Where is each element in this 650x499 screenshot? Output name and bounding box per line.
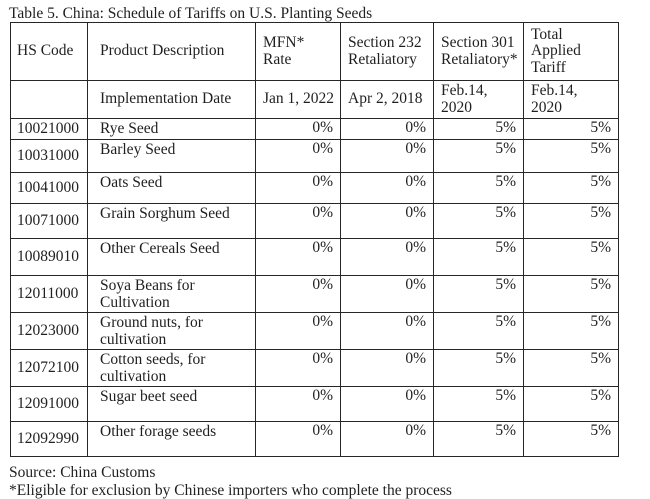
section-232-cell: 0% <box>341 422 434 457</box>
table-row: 10041000 Oats Seed 0% 0% 5% 5% <box>11 173 619 204</box>
implementation-empty-cell <box>11 81 88 119</box>
mfn-rate-cell: 0% <box>256 276 341 313</box>
product-cell: Rye Seed <box>88 119 256 140</box>
hs-code-cell: 10089010 <box>11 239 88 276</box>
mfn-rate-cell: 0% <box>256 313 341 350</box>
section-232-cell: 0% <box>341 276 434 313</box>
mfn-rate-cell: 0% <box>256 350 341 387</box>
table-row: 12011000 Soya Beans for Cultivation 0% 0… <box>11 276 619 313</box>
mfn-rate-cell: 0% <box>256 204 341 239</box>
section-301-cell: 5% <box>434 140 524 173</box>
table-row: 10021000 Rye Seed 0% 0% 5% 5% <box>11 119 619 140</box>
total-tariff-cell: 5% <box>524 204 619 239</box>
section-232-cell: 0% <box>341 140 434 173</box>
section-301-cell: 5% <box>434 350 524 387</box>
section-232-cell: 0% <box>341 119 434 140</box>
section-232-cell: 0% <box>341 204 434 239</box>
table-row: 12091000 Sugar beet seed 0% 0% 5% 5% <box>11 387 619 422</box>
implementation-date-301: Feb.14, 2020 <box>434 81 524 119</box>
hs-code-cell: 12072100 <box>11 350 88 387</box>
hs-code-cell: 10041000 <box>11 173 88 204</box>
mfn-rate-cell: 0% <box>256 119 341 140</box>
product-cell: Soya Beans for Cultivation <box>88 276 256 313</box>
exclusion-note: *Eligible for exclusion by Chinese impor… <box>9 482 650 499</box>
table-row: 12092990 Other forage seeds 0% 0% 5% 5% <box>11 422 619 457</box>
hs-code-cell: 10021000 <box>11 119 88 140</box>
hs-code-cell: 12091000 <box>11 387 88 422</box>
mfn-rate-cell: 0% <box>256 239 341 276</box>
product-cell: Other Cereals Seed <box>88 239 256 276</box>
hs-code-cell: 12092990 <box>11 422 88 457</box>
product-cell: Oats Seed <box>88 173 256 204</box>
mfn-rate-cell: 0% <box>256 140 341 173</box>
implementation-label-cell: Implementation Date <box>88 81 256 119</box>
mfn-rate-cell: 0% <box>256 422 341 457</box>
total-tariff-cell: 5% <box>524 387 619 422</box>
column-header-mfn-rate: MFN* Rate <box>256 23 341 81</box>
tariff-table: HS Code Product Description MFN* Rate Se… <box>10 22 619 457</box>
total-tariff-cell: 5% <box>524 140 619 173</box>
total-tariff-cell: 5% <box>524 119 619 140</box>
section-301-cell: 5% <box>434 313 524 350</box>
total-tariff-cell: 5% <box>524 313 619 350</box>
table-row: 10071000 Grain Sorghum Seed 0% 0% 5% 5% <box>11 204 619 239</box>
mfn-rate-cell: 0% <box>256 387 341 422</box>
total-tariff-cell: 5% <box>524 239 619 276</box>
hs-code-cell: 10071000 <box>11 204 88 239</box>
mfn-rate-cell: 0% <box>256 173 341 204</box>
table-title: Table 5. China: Schedule of Tariffs on U… <box>9 5 650 22</box>
section-301-cell: 5% <box>434 204 524 239</box>
table-row: 10031000 Barley Seed 0% 0% 5% 5% <box>11 140 619 173</box>
product-cell: Sugar beet seed <box>88 387 256 422</box>
total-tariff-cell: 5% <box>524 350 619 387</box>
product-cell: Barley Seed <box>88 140 256 173</box>
hs-code-cell: 10031000 <box>11 140 88 173</box>
hs-code-cell: 12011000 <box>11 276 88 313</box>
total-tariff-cell: 5% <box>524 422 619 457</box>
section-301-cell: 5% <box>434 119 524 140</box>
column-header-section-232: Section 232 Retaliatory <box>341 23 434 81</box>
column-header-product: Product Description <box>88 23 256 81</box>
product-cell: Cotton seeds, for cultivation <box>88 350 256 387</box>
implementation-date-232: Apr 2, 2018 <box>341 81 434 119</box>
total-tariff-cell: 5% <box>524 276 619 313</box>
section-301-cell: 5% <box>434 422 524 457</box>
source-note: Source: China Customs <box>9 464 650 482</box>
column-header-section-301: Section 301 Retaliatory* <box>434 23 524 81</box>
implementation-date-mfn: Jan 1, 2022 <box>256 81 341 119</box>
table-row: 12023000 Ground nuts, for cultivation 0%… <box>11 313 619 350</box>
product-cell: Other forage seeds <box>88 422 256 457</box>
section-232-cell: 0% <box>341 173 434 204</box>
section-232-cell: 0% <box>341 239 434 276</box>
table-row: 12072100 Cotton seeds, for cultivation 0… <box>11 350 619 387</box>
implementation-date-row: Implementation Date Jan 1, 2022 Apr 2, 2… <box>11 81 619 119</box>
implementation-date-total: Feb.14, 2020 <box>524 81 619 119</box>
section-301-cell: 5% <box>434 239 524 276</box>
section-232-cell: 0% <box>341 313 434 350</box>
column-header-hs-code: HS Code <box>11 23 88 81</box>
section-301-cell: 5% <box>434 387 524 422</box>
header-row: HS Code Product Description MFN* Rate Se… <box>11 23 619 81</box>
total-tariff-cell: 5% <box>524 173 619 204</box>
table-row: 10089010 Other Cereals Seed 0% 0% 5% 5% <box>11 239 619 276</box>
table-footer: Source: China Customs *Eligible for excl… <box>9 464 650 499</box>
column-header-total-tariff: Total Applied Tariff <box>524 23 619 81</box>
section-232-cell: 0% <box>341 387 434 422</box>
section-301-cell: 5% <box>434 276 524 313</box>
section-301-cell: 5% <box>434 173 524 204</box>
hs-code-cell: 12023000 <box>11 313 88 350</box>
section-232-cell: 0% <box>341 350 434 387</box>
product-cell: Ground nuts, for cultivation <box>88 313 256 350</box>
product-cell: Grain Sorghum Seed <box>88 204 256 239</box>
